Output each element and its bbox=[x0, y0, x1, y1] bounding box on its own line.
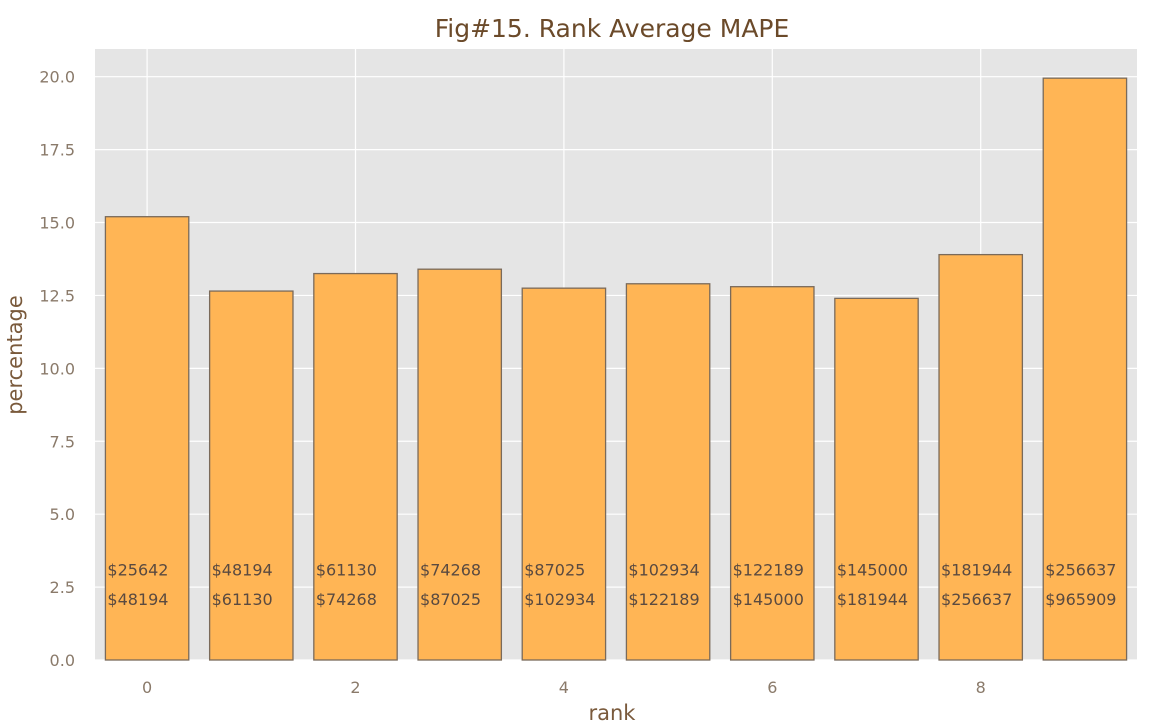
bar-label-lower-0: $25642 bbox=[107, 561, 168, 580]
bar-label-lower-6: $122189 bbox=[733, 561, 804, 580]
x-tick-label-3: 6 bbox=[767, 678, 777, 697]
bar-label-lower-1: $48194 bbox=[212, 561, 273, 580]
y-tick-label-1: 2.5 bbox=[50, 578, 75, 597]
y-tick-label-5: 12.5 bbox=[39, 286, 75, 305]
bar-rank-5 bbox=[625, 283, 711, 661]
y-tick-label-0: 0.0 bbox=[50, 651, 75, 670]
bar-rank-8 bbox=[938, 253, 1024, 661]
bar-label-lower-9: $256637 bbox=[1045, 561, 1116, 580]
bar-rank-9 bbox=[1042, 77, 1128, 661]
bar-label-upper-5: $122189 bbox=[628, 590, 699, 609]
y-tick-label-8: 20.0 bbox=[39, 68, 75, 87]
x-axis-ticks: 0 2 4 6 8 bbox=[142, 678, 986, 697]
bar-rank-4 bbox=[521, 287, 607, 661]
y-axis-ticks: 0.0 2.5 5.0 7.5 10.0 12.5 15.0 17.5 20.0 bbox=[39, 68, 75, 670]
bars bbox=[104, 77, 1128, 661]
bar-rank-1 bbox=[208, 290, 294, 661]
bar-rank-3 bbox=[417, 268, 503, 661]
bar-rank-2 bbox=[313, 272, 398, 661]
bar-label-upper-7: $181944 bbox=[837, 590, 908, 609]
bar-rank-6 bbox=[729, 286, 815, 661]
bar-label-upper-6: $145000 bbox=[733, 590, 804, 609]
bar-label-upper-1: $61130 bbox=[212, 590, 273, 609]
bar-rank-0 bbox=[104, 216, 190, 661]
x-tick-label-0: 0 bbox=[142, 678, 152, 697]
x-tick-label-4: 8 bbox=[976, 678, 986, 697]
y-tick-label-4: 10.0 bbox=[39, 359, 75, 378]
bar-label-upper-4: $102934 bbox=[524, 590, 595, 609]
bar-rank-7 bbox=[834, 297, 919, 661]
y-tick-label-2: 5.0 bbox=[50, 505, 75, 524]
bar-label-upper-2: $74268 bbox=[316, 590, 377, 609]
y-tick-label-6: 15.0 bbox=[39, 214, 75, 233]
y-tick-label-7: 17.5 bbox=[39, 141, 75, 160]
bar-label-lower-7: $145000 bbox=[837, 561, 908, 580]
bar-label-lower-2: $61130 bbox=[316, 561, 377, 580]
bar-labels: $25642 $48194 $48194 $61130 $61130 $74268 $742… bbox=[107, 561, 1116, 609]
bar-label-lower-4: $87025 bbox=[524, 561, 585, 580]
bar-label-lower-8: $181944 bbox=[941, 561, 1012, 580]
bar-label-lower-5: $102934 bbox=[628, 561, 699, 580]
bar-label-upper-8: $256637 bbox=[941, 590, 1012, 609]
bar-label-lower-3: $74268 bbox=[420, 561, 481, 580]
bar-label-upper-3: $87025 bbox=[420, 590, 481, 609]
y-tick-label-3: 7.5 bbox=[50, 432, 75, 451]
chart-title: Fig#15. Rank Average MAPE bbox=[435, 14, 790, 43]
bar-label-upper-9: $965909 bbox=[1045, 590, 1116, 609]
bar-label-upper-0: $48194 bbox=[107, 590, 168, 609]
x-axis-label: rank bbox=[589, 701, 637, 725]
x-tick-label-2: 4 bbox=[559, 678, 569, 697]
y-axis-label: percentage bbox=[3, 295, 27, 415]
x-tick-label-1: 2 bbox=[350, 678, 360, 697]
